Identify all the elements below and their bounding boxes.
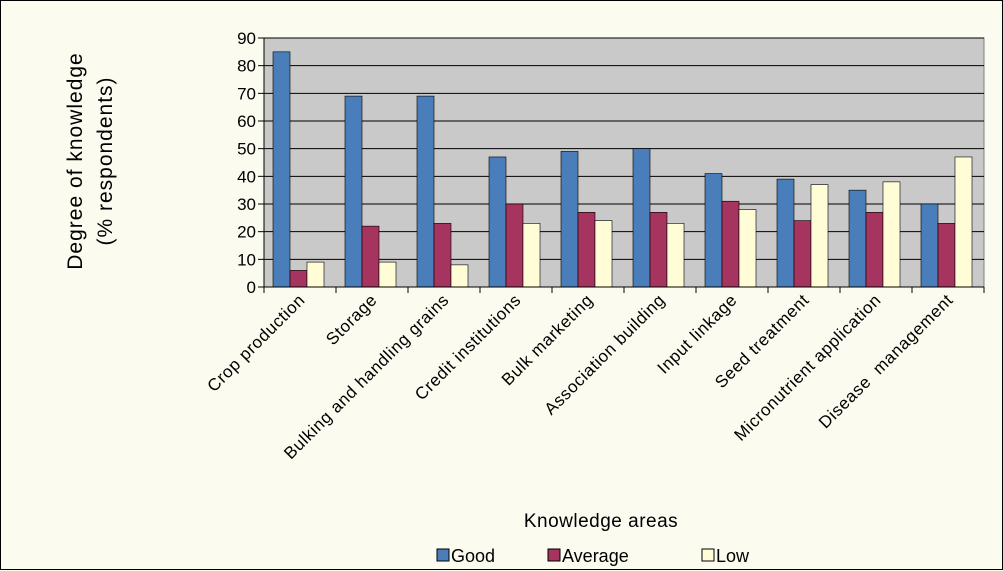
bar-low-4 [522,223,541,288]
legend-swatch-good [436,548,450,562]
bar-low-8 [810,184,829,288]
legend-swatch-low [701,548,715,562]
bar-low-10 [954,156,973,288]
bar-average-2 [361,225,380,288]
bar-good-6 [632,148,651,288]
bars [272,51,973,288]
x-tick-label: Association building [541,290,669,418]
bar-low-6 [666,223,685,288]
bar-low-9 [882,181,901,288]
x-tick-label: Disease management [815,290,957,432]
x-tick-label: Crop production [203,290,308,395]
y-tick-label: 50 [237,140,256,159]
bar-good-1 [272,51,291,288]
bar-average-6 [649,212,668,288]
legend-label-low: Low [716,546,750,566]
x-axis-title: Knowledge areas [524,511,678,532]
bar-good-3 [416,95,435,288]
y-axis: 0 10 20 30 40 50 60 70 80 90 [237,29,265,297]
y-tick-label: 60 [237,112,256,131]
bar-average-10 [937,223,956,288]
bar-low-2 [378,261,397,288]
bar-good-9 [848,189,867,288]
bar-low-1 [306,261,325,288]
bar-good-7 [704,173,723,288]
bar-average-4 [505,203,524,288]
bar-good-8 [776,178,795,288]
bar-good-4 [488,156,507,288]
y-tick-label: 20 [237,223,256,242]
bar-average-3 [433,223,452,288]
bar-low-7 [738,209,757,288]
bar-average-9 [865,212,884,288]
bar-low-3 [450,264,469,288]
legend: Good Average Low [436,546,750,566]
y-tick-label: 40 [237,167,256,186]
bar-average-8 [793,220,812,288]
x-tick-label: Storage [322,290,381,349]
y-tick-label: 80 [237,57,256,76]
legend-label-average: Average [562,546,629,566]
y-axis-title-line1: Degree of knowledge [64,52,87,269]
y-tick-label: 0 [247,278,256,297]
bar-good-10 [920,203,939,288]
legend-label-good: Good [451,546,495,566]
bar-average-5 [577,212,596,288]
y-tick-label: 10 [237,250,256,269]
y-axis-title-line2: (% respondents) [94,76,117,245]
x-tick-label: Micronutrient application [730,290,884,444]
bar-good-2 [344,95,363,288]
bar-average-7 [721,200,740,288]
legend-swatch-average [547,548,561,562]
bar-low-5 [594,220,613,288]
y-tick-label: 90 [237,29,256,48]
bar-good-5 [560,151,579,288]
y-tick-label: 30 [237,195,256,214]
y-tick-label: 70 [237,84,256,103]
bar-average-1 [289,270,308,288]
